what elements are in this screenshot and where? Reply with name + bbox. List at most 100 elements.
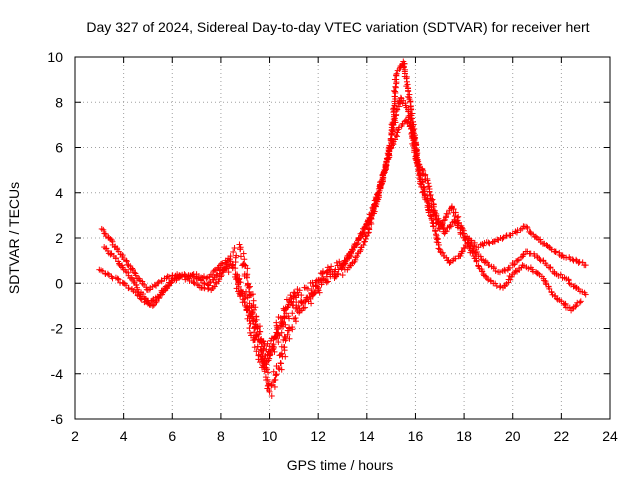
data-point-fill (237, 246, 244, 253)
data-point-fill (512, 267, 519, 274)
data-point-fill (273, 371, 280, 378)
data-point-fill (191, 280, 198, 287)
data-point-fill (506, 264, 513, 271)
y-tick-label: 10 (47, 49, 63, 65)
data-point-fill (278, 329, 285, 336)
data-point-fill (429, 196, 436, 203)
data-point-fill (352, 254, 359, 261)
data-point-fill (507, 276, 514, 283)
data-point-fill (285, 301, 292, 308)
data-point (217, 273, 224, 280)
data-point-fill (480, 242, 487, 249)
data-point-fill (109, 275, 116, 282)
data-point-fill (341, 260, 348, 267)
x-tick-label: 18 (456, 428, 472, 444)
data-point-fill (542, 280, 549, 287)
data-point-fill (218, 260, 225, 267)
data-point-fill (339, 272, 346, 279)
data-point-fill (368, 209, 375, 216)
data-point-fill (253, 316, 260, 323)
data-point (514, 257, 521, 264)
y-tick-label: 4 (55, 185, 63, 201)
data-point-fill (125, 285, 132, 292)
data-point-fill (464, 240, 471, 247)
data-point-fill (566, 304, 573, 311)
data-point-fill (385, 147, 392, 154)
data-marks (96, 58, 589, 399)
data-point-fill (274, 324, 281, 331)
data-point-fill (419, 178, 426, 185)
data-point-fill (100, 226, 107, 233)
data-point-fill (579, 259, 586, 266)
data-point-fill (115, 276, 122, 283)
x-tick-label: 10 (262, 428, 278, 444)
data-point-fill (525, 265, 532, 272)
data-point-fill (284, 304, 291, 311)
data-point-fill (257, 336, 264, 343)
data-point-fill (557, 271, 564, 278)
y-tick-label: 2 (55, 230, 63, 246)
data-point (436, 225, 443, 232)
data-point-fill (316, 277, 323, 284)
data-point-fill (245, 281, 252, 288)
data-point-fill (236, 241, 243, 248)
data-point-fill (232, 265, 239, 272)
data-point-fill (536, 256, 543, 263)
data-point-fill (139, 280, 146, 287)
data-point-fill (523, 223, 530, 230)
data-point-fill (272, 372, 279, 379)
data-point-fill (114, 275, 121, 282)
data-point-fill (177, 273, 184, 280)
data-point-fill (281, 344, 288, 351)
data-point-fill (150, 296, 157, 303)
data-point (570, 257, 577, 264)
data-point (485, 239, 492, 246)
data-point-fill (261, 341, 268, 348)
data-point-fill (408, 115, 415, 122)
data-point-fill (201, 280, 208, 287)
data-point-fill (576, 299, 583, 306)
chart-title: Day 327 of 2024, Sidereal Day-to-day VTE… (86, 19, 589, 35)
data-point-fill (374, 198, 381, 205)
data-point-fill (246, 325, 253, 332)
data-point-fill (503, 233, 510, 240)
data-point-fill (335, 270, 342, 277)
y-tick-label: -4 (51, 366, 64, 382)
data-point-fill (420, 179, 427, 186)
data-point-fill (263, 365, 270, 372)
data-point-fill (566, 280, 573, 287)
data-point-fill (486, 240, 493, 247)
data-point-fill (524, 225, 531, 232)
data-point-fill (165, 273, 172, 280)
data-point-fill (561, 301, 568, 308)
data-point-fill (123, 257, 130, 264)
y-tick-label: 6 (55, 140, 63, 156)
data-point-fill (375, 189, 382, 196)
data-point-fill (269, 343, 276, 350)
data-point-fill (575, 259, 582, 266)
data-point-fill (293, 294, 300, 301)
data-point-fill (261, 368, 268, 375)
data-point-fill (213, 272, 220, 279)
data-point-fill (283, 310, 290, 317)
data-point-fill (414, 163, 421, 170)
data-point-fill (105, 272, 112, 279)
data-point-fill (306, 293, 313, 300)
data-point-fill (256, 323, 263, 330)
data-point-fill (112, 255, 119, 262)
data-point-fill (316, 289, 323, 296)
data-point-fill (486, 262, 493, 269)
data-point-fill (383, 158, 390, 165)
data-point-fill (553, 295, 560, 302)
data-point (558, 253, 565, 260)
data-point-fill (416, 167, 423, 174)
data-point-fill (443, 228, 450, 235)
data-point-fill (374, 192, 381, 199)
data-point-fill (223, 265, 230, 272)
data-point-fill (244, 303, 251, 310)
data-point-fill (420, 184, 427, 191)
x-tick-label: 22 (554, 428, 570, 444)
data-point-fill (263, 377, 270, 384)
data-point-fill (244, 294, 251, 301)
data-point-fill (268, 382, 275, 389)
